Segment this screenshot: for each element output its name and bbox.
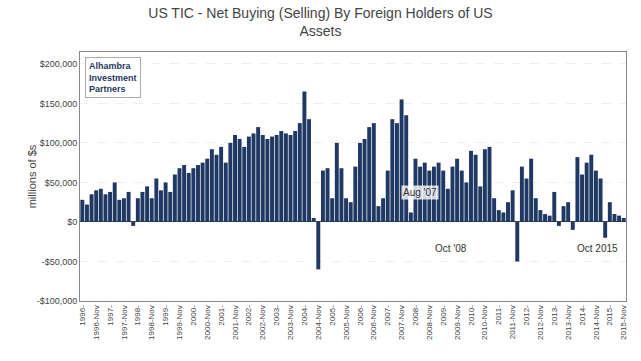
svg-text:$0: $0 — [67, 217, 77, 227]
svg-text:2013-Nov: 2013-Nov — [564, 305, 573, 340]
svg-text:1999-: 1999- — [161, 305, 170, 326]
svg-text:2013-: 2013- — [550, 305, 559, 326]
svg-text:2008-Nov: 2008-Nov — [425, 305, 434, 340]
svg-text:2003-: 2003- — [272, 305, 281, 326]
svg-text:2015-Nov: 2015-Nov — [619, 305, 628, 340]
svg-text:$100,000: $100,000 — [40, 138, 78, 148]
svg-text:2012-Nov: 2012-Nov — [536, 305, 545, 340]
svg-text:2009-: 2009- — [439, 305, 448, 326]
svg-text:-$100,000: -$100,000 — [37, 296, 78, 306]
svg-text:1998-: 1998- — [133, 305, 142, 326]
svg-text:2010-Nov: 2010-Nov — [480, 305, 489, 340]
svg-text:2002-Nov: 2002-Nov — [258, 305, 267, 340]
svg-text:Oct '08: Oct '08 — [435, 243, 467, 254]
svg-text:1999-Nov: 1999-Nov — [175, 305, 184, 340]
svg-text:1997-Nov: 1997-Nov — [120, 305, 129, 340]
svg-text:-$50,000: -$50,000 — [42, 257, 78, 267]
svg-text:2012-: 2012- — [522, 305, 531, 326]
svg-text:2006-: 2006- — [356, 305, 365, 326]
svg-text:1996-Nov: 1996-Nov — [92, 305, 101, 340]
svg-text:$150,000: $150,000 — [40, 99, 78, 109]
svg-text:2015-: 2015- — [605, 305, 614, 326]
svg-text:$200,000: $200,000 — [40, 59, 78, 69]
svg-text:2010-: 2010- — [467, 305, 476, 326]
svg-text:Oct 2015: Oct 2015 — [577, 243, 618, 254]
svg-text:2014-Nov: 2014-Nov — [592, 305, 601, 340]
svg-text:1997-: 1997- — [106, 305, 115, 326]
svg-text:2009-Nov: 2009-Nov — [453, 305, 462, 340]
svg-text:$50,000: $50,000 — [45, 178, 78, 188]
svg-text:2001-Nov: 2001-Nov — [231, 305, 240, 340]
svg-text:2008-: 2008- — [411, 305, 420, 326]
svg-text:2000-Nov: 2000-Nov — [203, 305, 212, 340]
svg-text:1996-: 1996- — [78, 305, 87, 326]
svg-text:2007-: 2007- — [383, 305, 392, 326]
svg-text:2006-Nov: 2006-Nov — [369, 305, 378, 340]
svg-text:US TIC - Net Buying (Selling): US TIC - Net Buying (Selling) By Foreign… — [148, 5, 492, 39]
svg-text:2004-Nov: 2004-Nov — [314, 305, 323, 340]
svg-text:Aug '07: Aug '07 — [403, 187, 437, 198]
svg-text:2011-: 2011- — [494, 305, 503, 325]
svg-text:2001-: 2001- — [217, 305, 226, 326]
svg-text:2005-: 2005- — [328, 305, 337, 326]
svg-text:2014-: 2014- — [578, 305, 587, 326]
svg-text:millions of $s: millions of $s — [26, 144, 38, 208]
svg-text:2007-Nov: 2007-Nov — [397, 305, 406, 340]
svg-text:2011-Nov: 2011-Nov — [508, 305, 517, 339]
svg-text:2004-: 2004- — [300, 305, 309, 326]
svg-text:AlhambraInvestmentPartners: AlhambraInvestmentPartners — [89, 61, 137, 94]
svg-text:2005-Nov: 2005-Nov — [342, 305, 351, 340]
svg-text:2002-: 2002- — [244, 305, 253, 326]
svg-text:2003-Nov: 2003-Nov — [286, 305, 295, 340]
svg-text:2000-: 2000- — [189, 305, 198, 326]
svg-text:1998-Nov: 1998-Nov — [147, 305, 156, 340]
